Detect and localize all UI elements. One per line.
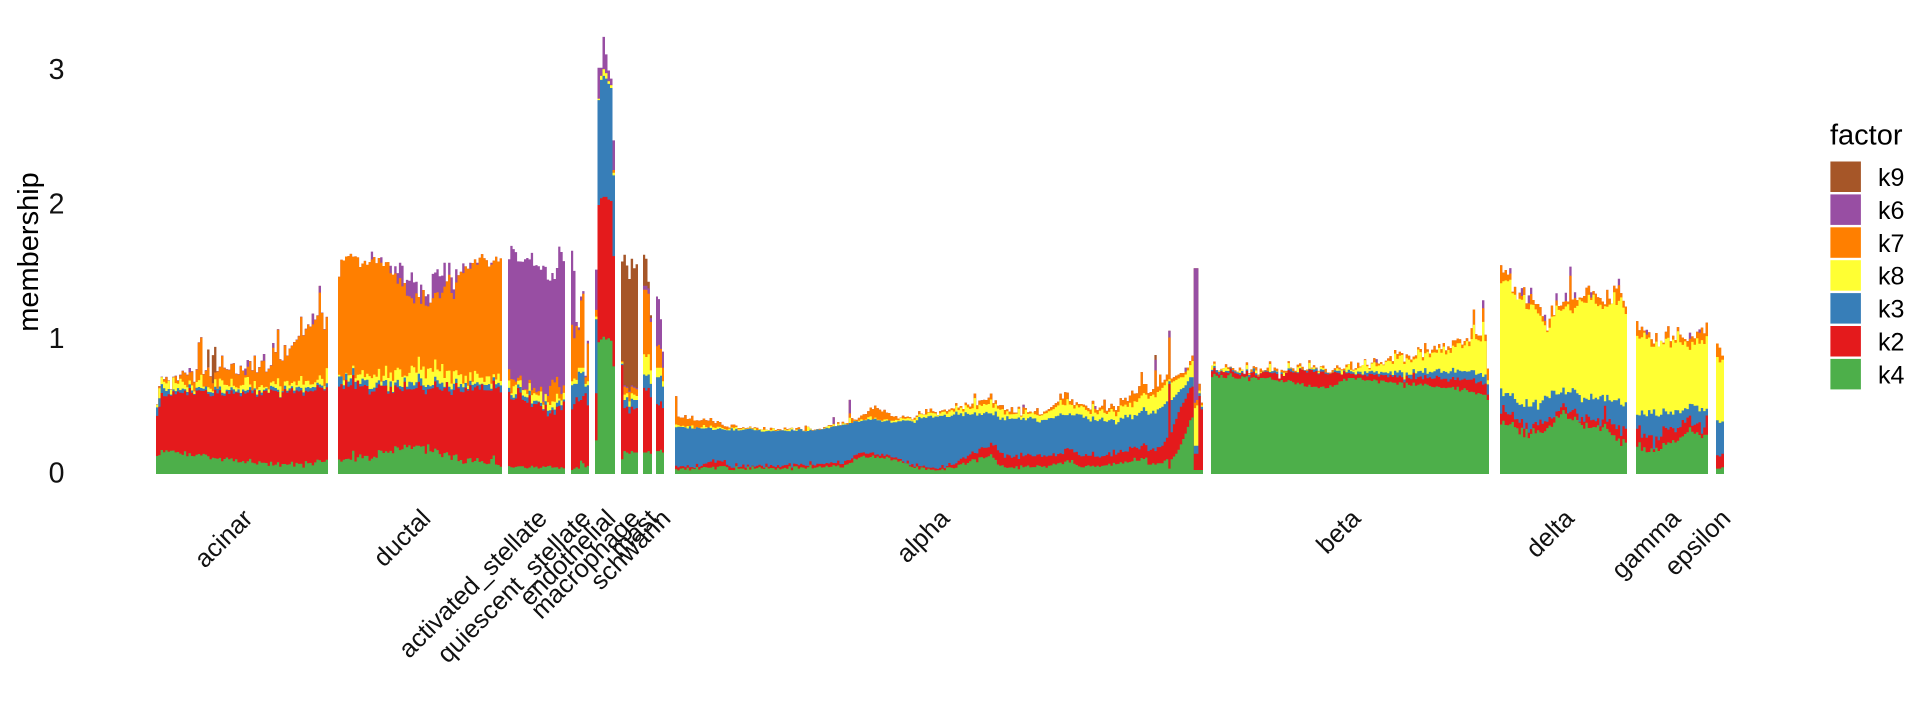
svg-text:k4: k4 (1878, 361, 1905, 389)
svg-text:k8: k8 (1878, 263, 1904, 291)
svg-text:k3: k3 (1878, 296, 1904, 324)
svg-text:k9: k9 (1878, 164, 1904, 192)
svg-text:3: 3 (49, 54, 65, 86)
svg-text:factor: factor (1830, 120, 1903, 152)
svg-text:k2: k2 (1878, 329, 1904, 357)
svg-text:k7: k7 (1878, 230, 1904, 258)
svg-text:k6: k6 (1878, 197, 1904, 225)
svg-text:membership: membership (13, 172, 45, 332)
svg-text:2: 2 (49, 189, 65, 221)
svg-text:1: 1 (49, 323, 65, 355)
svg-text:0: 0 (49, 458, 65, 490)
